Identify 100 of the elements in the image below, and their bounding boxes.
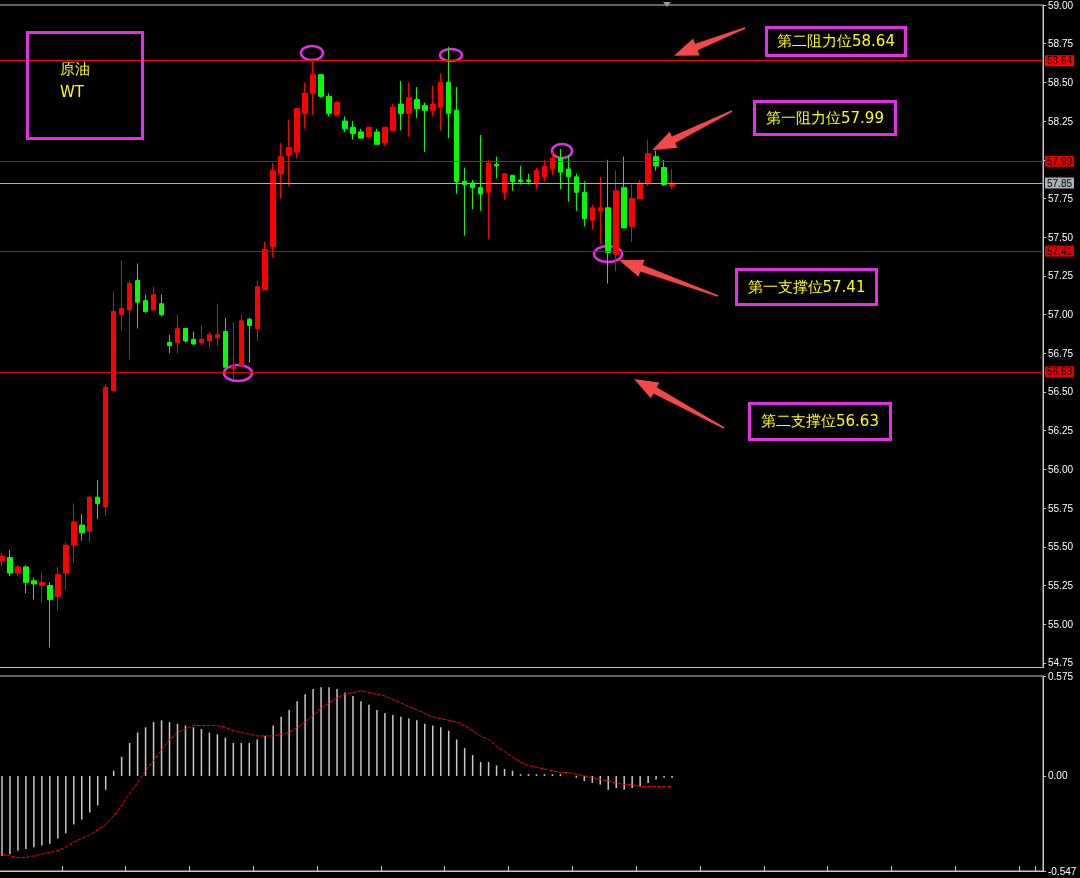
candlestick (71, 502, 77, 563)
ref-line-label: 57.41 (1047, 245, 1073, 257)
candlestick (79, 513, 85, 542)
candlestick (470, 179, 475, 210)
candlestick (270, 162, 276, 258)
candlestick (15, 564, 21, 577)
candlestick (199, 324, 204, 347)
y-tick-label: 57.50 (1048, 231, 1074, 243)
candlestick (286, 119, 292, 187)
candlestick (661, 159, 667, 187)
ref-line-label: 57.85 (1047, 177, 1073, 189)
candlestick (637, 179, 643, 199)
candlestick (454, 86, 459, 195)
candlestick (215, 303, 220, 347)
candlestick (414, 86, 420, 119)
candlestick (63, 541, 69, 591)
y-tick-label: 0.575 (1048, 670, 1074, 682)
y-tick-label: -0.547 (1048, 865, 1077, 877)
y-tick-label: 57.25 (1048, 270, 1074, 282)
y-tick-label: 57.75 (1048, 192, 1074, 204)
candlestick (55, 566, 61, 611)
candlestick (207, 331, 212, 350)
candlestick (526, 173, 531, 186)
candlestick (191, 331, 196, 347)
candlestick (510, 174, 515, 192)
y-tick-label: 57.00 (1048, 309, 1074, 321)
y-tick-label: 55.25 (1048, 579, 1074, 591)
ref-line-label: 57.99 (1047, 155, 1073, 167)
annotation: WT (60, 83, 84, 101)
candlestick (613, 170, 619, 272)
candlestick (605, 159, 611, 285)
candlestick (95, 479, 100, 520)
y-tick-label: 58.50 (1048, 76, 1074, 88)
candlestick (558, 148, 563, 190)
annotation: 第一支撑位57.41 (747, 277, 866, 297)
y-tick-label: 58.25 (1048, 115, 1074, 127)
candlestick (247, 317, 252, 364)
candlestick (621, 156, 627, 229)
candlestick (566, 154, 571, 203)
y-tick-label: 56.25 (1048, 425, 1074, 437)
candlestick (446, 46, 451, 139)
candlestick (422, 102, 428, 153)
candlestick (438, 72, 443, 131)
candlestick (0, 552, 5, 568)
candlestick (135, 263, 140, 330)
candlestick (127, 280, 132, 360)
y-tick-label: 56.75 (1048, 347, 1074, 359)
annotation: 第二阻力位58.64 (777, 32, 895, 51)
candlestick (653, 150, 659, 172)
candlestick (159, 293, 164, 317)
candlestick (366, 126, 372, 139)
candlestick (7, 549, 13, 577)
candlestick (39, 571, 45, 603)
candlestick (239, 314, 244, 367)
candlestick (398, 80, 404, 131)
candlestick (255, 280, 260, 342)
y-tick-label: 55.00 (1048, 618, 1074, 630)
line-series (1, 690, 673, 859)
candlestick (390, 103, 396, 131)
y-tick-label: 55.75 (1048, 502, 1074, 514)
y-tick-label: 56.50 (1048, 386, 1074, 398)
candlestick (318, 74, 324, 99)
candlestick (223, 317, 228, 368)
candlestick (231, 321, 236, 381)
candlestick (430, 84, 436, 117)
candlestick (302, 81, 308, 130)
candlestick (518, 165, 523, 186)
candlestick (590, 204, 595, 230)
candlestick (326, 92, 332, 117)
candlestick (358, 128, 364, 139)
candlestick (47, 581, 53, 648)
y-tick-label: 54.75 (1048, 657, 1074, 669)
candlestick (151, 286, 156, 311)
candlestick (574, 173, 579, 212)
candlestick (550, 151, 555, 176)
annotation: 第二支撑位56.63 (761, 412, 879, 431)
candlestick (374, 128, 380, 145)
candlestick (111, 290, 116, 391)
candlestick (486, 159, 491, 240)
candlestick (462, 167, 467, 237)
annotation: 第一阻力位57.99 (766, 108, 884, 128)
candlestick (629, 184, 635, 243)
candlestick (598, 176, 603, 244)
y-tick-label: 0.00 (1048, 770, 1068, 782)
candlestick (382, 126, 388, 147)
candlestick (334, 100, 340, 117)
candlestick (31, 577, 37, 600)
candlestick (645, 139, 651, 187)
candlestick (87, 495, 92, 543)
candlestick (478, 134, 483, 212)
candlestick (350, 120, 356, 141)
candlestick (262, 241, 268, 291)
candlestick (119, 259, 124, 331)
candlestick (23, 564, 29, 594)
candlestick (278, 142, 284, 199)
candlestick (502, 173, 507, 201)
y-tick-label: 56.00 (1048, 463, 1074, 475)
candlestick (582, 180, 587, 227)
candlestick (167, 334, 172, 354)
candlestick (534, 167, 539, 190)
